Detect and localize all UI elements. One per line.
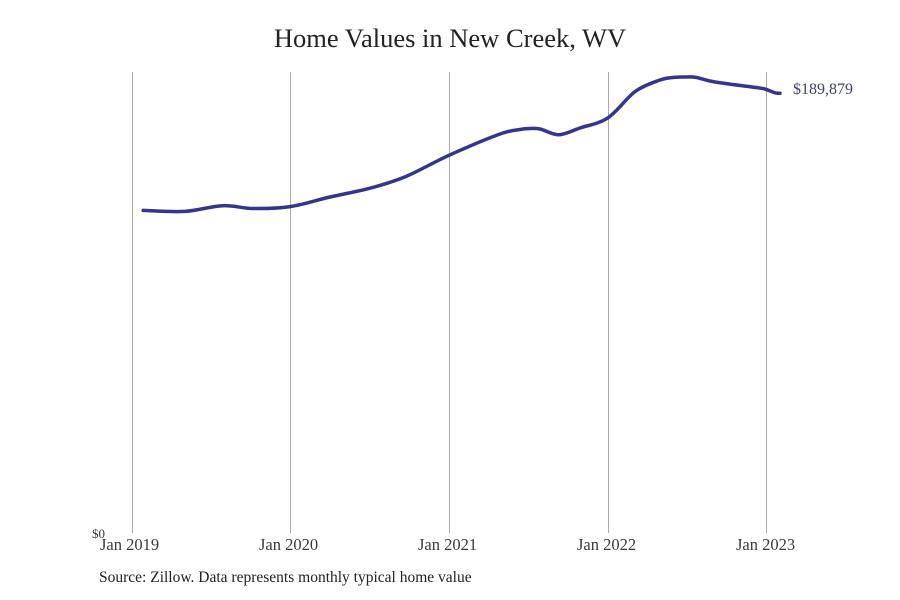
svg-text:Jan 2019: Jan 2019	[100, 535, 159, 554]
svg-text:Jan 2021: Jan 2021	[418, 535, 477, 554]
svg-text:Jan 2023: Jan 2023	[736, 535, 795, 554]
svg-text:Jan 2022: Jan 2022	[577, 535, 636, 554]
svg-text:Jan 2020: Jan 2020	[259, 535, 318, 554]
svg-text:$189,879: $189,879	[793, 81, 853, 98]
